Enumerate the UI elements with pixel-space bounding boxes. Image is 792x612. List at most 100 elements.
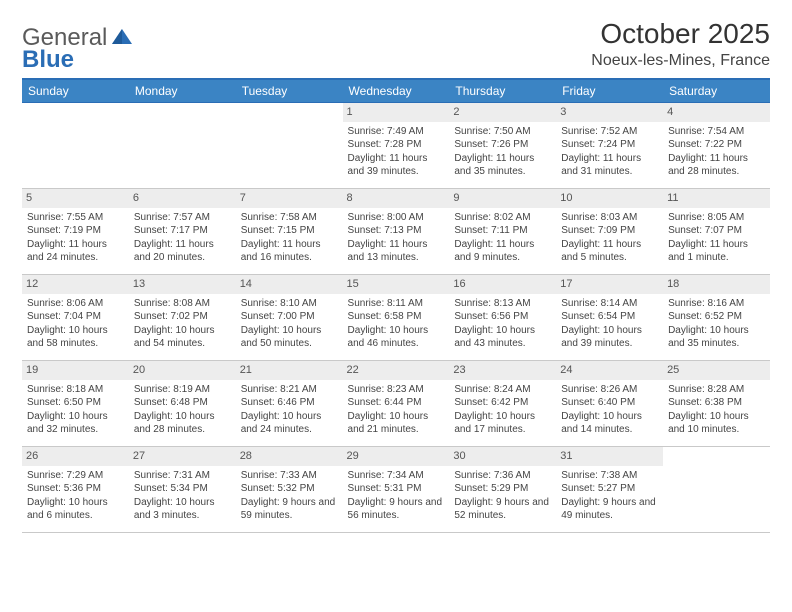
sunset-text: Sunset: 7:15 PM — [241, 224, 338, 238]
calendar-day-cell: 20Sunrise: 8:19 AMSunset: 6:48 PMDayligh… — [129, 361, 236, 447]
day-number: 26 — [22, 447, 129, 466]
day-number: 19 — [22, 361, 129, 380]
sunset-text: Sunset: 7:02 PM — [134, 310, 231, 324]
sunset-text: Sunset: 6:52 PM — [668, 310, 765, 324]
day-number: 8 — [343, 189, 450, 208]
day-number: 16 — [449, 275, 556, 294]
day-number: 12 — [22, 275, 129, 294]
calendar-day-cell: 5Sunrise: 7:55 AMSunset: 7:19 PMDaylight… — [22, 189, 129, 275]
day-number: 31 — [556, 447, 663, 466]
daylight-text: Daylight: 11 hours and 13 minutes. — [348, 238, 445, 265]
sunset-text: Sunset: 6:50 PM — [27, 396, 124, 410]
sunset-text: Sunset: 6:54 PM — [561, 310, 658, 324]
sunset-text: Sunset: 5:34 PM — [134, 482, 231, 496]
daylight-text: Daylight: 9 hours and 56 minutes. — [348, 496, 445, 523]
day-number: 15 — [343, 275, 450, 294]
day-number: 9 — [449, 189, 556, 208]
daylight-text: Daylight: 10 hours and 6 minutes. — [27, 496, 124, 523]
day-header: Friday — [556, 79, 663, 103]
calendar-week-row: 1Sunrise: 7:49 AMSunset: 7:28 PMDaylight… — [22, 103, 770, 189]
sunrise-text: Sunrise: 7:55 AM — [27, 211, 124, 225]
calendar-day-cell: 11 Sunrise: 8:05 AMSunset: 7:07 PMDayligh… — [663, 189, 770, 275]
sunrise-text: Sunrise: 8:14 AM — [561, 297, 658, 311]
calendar-day-cell: 22Sunrise: 8:23 AMSunset: 6:44 PMDayligh… — [343, 361, 450, 447]
calendar-day-cell: 28Sunrise: 7:33 AMSunset: 5:32 PMDayligh… — [236, 447, 343, 533]
daylight-text: Daylight: 11 hours and 24 minutes. — [27, 238, 124, 265]
sunset-text: Sunset: 7:07 PM — [668, 224, 765, 238]
sunrise-text: Sunrise: 8:23 AM — [348, 383, 445, 397]
calendar-day-cell: 31Sunrise: 7:38 AMSunset: 5:27 PMDayligh… — [556, 447, 663, 533]
calendar-day-cell — [236, 103, 343, 189]
day-number: 25 — [663, 361, 770, 380]
sunrise-text: Sunrise: 7:49 AM — [348, 125, 445, 139]
sunrise-text: Sunrise: 8:05 AM — [668, 211, 765, 225]
calendar-day-cell: 14Sunrise: 8:10 AMSunset: 7:00 PMDayligh… — [236, 275, 343, 361]
day-number: 27 — [129, 447, 236, 466]
day-header: Tuesday — [236, 79, 343, 103]
daylight-text: Daylight: 10 hours and 46 minutes. — [348, 324, 445, 351]
daylight-text: Daylight: 10 hours and 58 minutes. — [27, 324, 124, 351]
day-number: 13 — [129, 275, 236, 294]
calendar-day-cell: 23Sunrise: 8:24 AMSunset: 6:42 PMDayligh… — [449, 361, 556, 447]
calendar-week-row: 19Sunrise: 8:18 AMSunset: 6:50 PMDayligh… — [22, 361, 770, 447]
sunset-text: Sunset: 7:09 PM — [561, 224, 658, 238]
title-block: October 2025 Noeux-les-Mines, France — [591, 18, 770, 70]
sunset-text: Sunset: 5:32 PM — [241, 482, 338, 496]
calendar-header-row: Sunday Monday Tuesday Wednesday Thursday… — [22, 79, 770, 103]
day-number: 10 — [556, 189, 663, 208]
sunrise-text: Sunrise: 8:26 AM — [561, 383, 658, 397]
sunset-text: Sunset: 6:44 PM — [348, 396, 445, 410]
sunset-text: Sunset: 7:19 PM — [27, 224, 124, 238]
sunset-text: Sunset: 6:46 PM — [241, 396, 338, 410]
sunrise-text: Sunrise: 7:34 AM — [348, 469, 445, 483]
calendar-day-cell: 27 Sunrise: 7:31 AMSunset: 5:34 PMDayligh… — [129, 447, 236, 533]
daylight-text: Daylight: 11 hours and 20 minutes. — [134, 238, 231, 265]
calendar-week-row: 12Sunrise: 8:06 AMSunset: 7:04 PMDayligh… — [22, 275, 770, 361]
day-number: 20 — [129, 361, 236, 380]
day-header: Sunday — [22, 79, 129, 103]
calendar-day-cell: 21Sunrise: 8:21 AMSunset: 6:46 PMDayligh… — [236, 361, 343, 447]
daylight-text: Daylight: 10 hours and 35 minutes. — [668, 324, 765, 351]
sunrise-text: Sunrise: 7:50 AM — [454, 125, 551, 139]
calendar-day-cell: 1Sunrise: 7:49 AMSunset: 7:28 PMDaylight… — [343, 103, 450, 189]
calendar-day-cell: 30Sunrise: 7:36 AMSunset: 5:29 PMDayligh… — [449, 447, 556, 533]
daylight-text: Daylight: 11 hours and 28 minutes. — [668, 152, 765, 179]
sunrise-text: Sunrise: 8:11 AM — [348, 297, 445, 311]
sunrise-text: Sunrise: 8:24 AM — [454, 383, 551, 397]
sunset-text: Sunset: 5:29 PM — [454, 482, 551, 496]
daylight-text: Daylight: 11 hours and 31 minutes. — [561, 152, 658, 179]
day-number: 14 — [236, 275, 343, 294]
daylight-text: Daylight: 11 hours and 35 minutes. — [454, 152, 551, 179]
daylight-text: Daylight: 10 hours and 43 minutes. — [454, 324, 551, 351]
sunset-text: Sunset: 6:58 PM — [348, 310, 445, 324]
day-number: 11 — [663, 189, 770, 208]
daylight-text: Daylight: 10 hours and 3 minutes. — [134, 496, 231, 523]
sunrise-text: Sunrise: 7:58 AM — [241, 211, 338, 225]
sunrise-text: Sunrise: 7:29 AM — [27, 469, 124, 483]
calendar-day-cell: 9Sunrise: 8:02 AMSunset: 7:11 PMDaylight… — [449, 189, 556, 275]
sunrise-text: Sunrise: 7:52 AM — [561, 125, 658, 139]
sunrise-text: Sunrise: 8:06 AM — [27, 297, 124, 311]
sunrise-text: Sunrise: 7:31 AM — [134, 469, 231, 483]
logo-triangle-icon — [111, 24, 133, 52]
month-title: October 2025 — [591, 18, 770, 50]
sunrise-text: Sunrise: 8:28 AM — [668, 383, 765, 397]
sunrise-text: Sunrise: 8:13 AM — [454, 297, 551, 311]
calendar-day-cell — [663, 447, 770, 533]
day-number: 24 — [556, 361, 663, 380]
daylight-text: Daylight: 10 hours and 14 minutes. — [561, 410, 658, 437]
calendar-day-cell: 16Sunrise: 8:13 AMSunset: 6:56 PMDayligh… — [449, 275, 556, 361]
calendar-day-cell: 17Sunrise: 8:14 AMSunset: 6:54 PMDayligh… — [556, 275, 663, 361]
calendar-day-cell: 8Sunrise: 8:00 AMSunset: 7:13 PMDaylight… — [343, 189, 450, 275]
sunset-text: Sunset: 7:11 PM — [454, 224, 551, 238]
daylight-text: Daylight: 10 hours and 39 minutes. — [561, 324, 658, 351]
sunset-text: Sunset: 6:38 PM — [668, 396, 765, 410]
sunset-text: Sunset: 7:26 PM — [454, 138, 551, 152]
sunset-text: Sunset: 5:36 PM — [27, 482, 124, 496]
sunset-text: Sunset: 7:13 PM — [348, 224, 445, 238]
daylight-text: Daylight: 11 hours and 1 minute. — [668, 238, 765, 265]
day-number: 23 — [449, 361, 556, 380]
logo-text-blue: Blue — [22, 46, 74, 74]
sunset-text: Sunset: 6:42 PM — [454, 396, 551, 410]
calendar-day-cell: 25Sunrise: 8:28 AMSunset: 6:38 PMDayligh… — [663, 361, 770, 447]
